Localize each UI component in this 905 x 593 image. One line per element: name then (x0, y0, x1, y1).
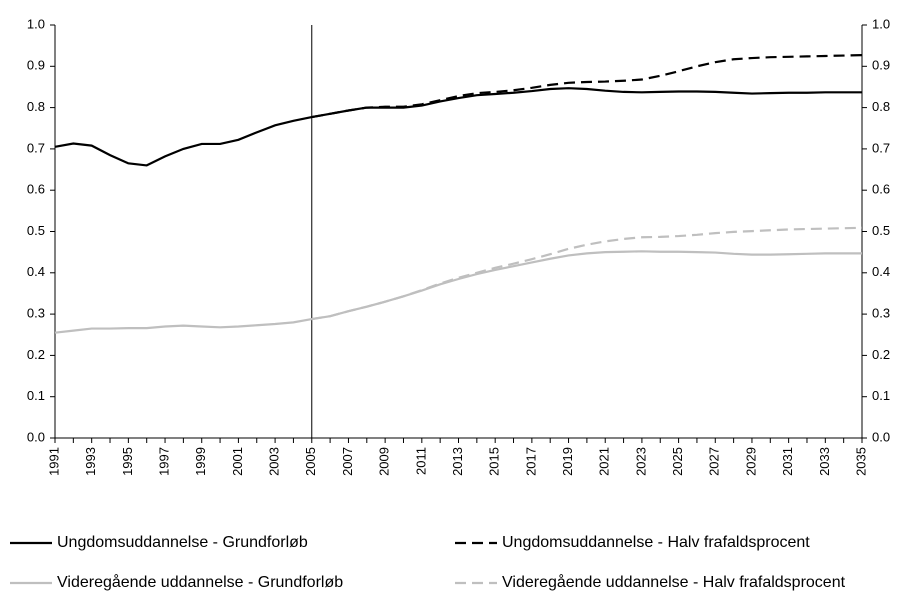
y2-tick-label: 1.0 (872, 16, 890, 31)
y-tick-label: 0.8 (27, 99, 45, 114)
x-tick-label: 2013 (450, 447, 465, 476)
x-tick-label: 1997 (156, 447, 171, 476)
legend-label: Ungdomsuddannelse - Grundforløb (57, 534, 308, 551)
series-line (311, 54, 863, 119)
x-tick-label: 2021 (597, 447, 612, 476)
y2-tick-label: 0.6 (872, 182, 890, 197)
y-tick-label: 1.0 (27, 16, 45, 31)
legend-label: Videregående uddannelse - Grundforløb (57, 573, 343, 591)
y-tick-label: 0.6 (27, 182, 45, 197)
x-tick-label: 2011 (413, 447, 428, 475)
y-tick-label: 0.0 (27, 429, 45, 444)
x-tick-label: 2001 (230, 447, 245, 476)
x-tick-label: 2003 (267, 447, 282, 476)
y-tick-label: 0.3 (27, 306, 45, 321)
x-tick-label: 2033 (817, 447, 832, 476)
x-tick-label: 2023 (633, 447, 648, 476)
x-tick-label: 2015 (487, 447, 502, 476)
series-line (54, 87, 862, 167)
x-tick-label: 2007 (340, 447, 355, 476)
x-tick-label: 2005 (303, 447, 318, 476)
y2-tick-label: 0.9 (872, 58, 890, 73)
y2-tick-label: 0.1 (872, 388, 890, 403)
y-tick-label: 0.5 (27, 223, 45, 238)
x-tick-label: 1999 (193, 447, 208, 476)
y2-tick-label: 0.4 (872, 264, 890, 279)
y2-tick-label: 0.3 (872, 306, 890, 321)
legend-label: Ungdomsuddannelse - Halv frafaldsprocent (502, 534, 810, 551)
x-tick-label: 1993 (83, 447, 98, 476)
x-tick-label: 2029 (743, 447, 758, 476)
y2-tick-label: 0.7 (872, 140, 890, 155)
y2-tick-label: 0.8 (872, 99, 890, 114)
x-tick-label: 2025 (670, 447, 685, 476)
y-tick-label: 0.9 (27, 58, 45, 73)
x-tick-label: 2017 (523, 447, 538, 476)
y-tick-label: 0.4 (27, 264, 45, 279)
legend-label: Videregående uddannelse - Halv frafaldsp… (502, 573, 846, 591)
y-tick-label: 0.7 (27, 140, 45, 155)
x-tick-label: 2027 (707, 447, 722, 476)
y2-tick-label: 0.5 (872, 223, 890, 238)
y-tick-label: 0.1 (27, 388, 45, 403)
x-tick-label: 1991 (46, 447, 61, 476)
x-tick-label: 2009 (377, 447, 392, 476)
series-line (54, 250, 862, 334)
series-line (311, 226, 863, 321)
x-tick-label: 1995 (120, 447, 135, 476)
y2-tick-label: 0.2 (872, 347, 890, 362)
x-tick-label: 2035 (853, 447, 868, 476)
x-tick-label: 2019 (560, 447, 575, 476)
y2-tick-label: 0.0 (872, 429, 890, 444)
x-tick-label: 2031 (780, 447, 795, 476)
y-tick-label: 0.2 (27, 347, 45, 362)
